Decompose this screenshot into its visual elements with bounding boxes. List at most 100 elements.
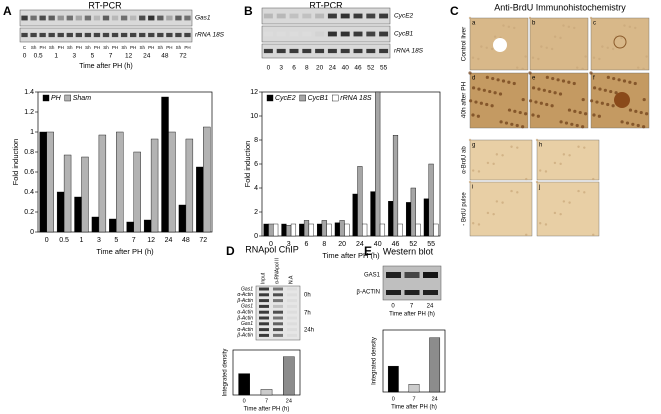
gel-band (287, 310, 297, 314)
cell (592, 177, 595, 181)
gel-band (84, 15, 92, 21)
x-tick-label: 5 (114, 237, 118, 244)
row-label: 40h after PH (461, 81, 468, 118)
cell (645, 112, 649, 116)
column-label: α-RNApol II (274, 258, 280, 284)
gel-band (75, 32, 83, 38)
cell (471, 86, 476, 90)
y-tick-label: 1.4 (24, 89, 34, 96)
time-label: 20 (316, 65, 324, 72)
cell (528, 71, 532, 75)
cell (538, 169, 542, 172)
cell (573, 26, 576, 30)
gel-band (287, 328, 297, 332)
bar (74, 196, 82, 233)
cell (535, 138, 539, 142)
y-tick-label: 1.2 (24, 109, 34, 116)
bar (308, 223, 314, 237)
cell (601, 45, 604, 48)
cell (537, 87, 541, 91)
y-tick-label: 12 (250, 89, 258, 96)
cell (499, 120, 503, 124)
time-label: 40 (342, 65, 350, 72)
x-tick-label: 40 (374, 241, 382, 248)
cell (480, 45, 483, 48)
micrograph (469, 72, 529, 129)
panel-title: Western blot (383, 246, 434, 256)
cell (485, 102, 489, 107)
blot-band (386, 272, 401, 278)
lane-label: PH (112, 45, 118, 50)
sub-label: c (593, 21, 596, 27)
bar (116, 131, 124, 233)
bar (126, 221, 134, 233)
row-label: GAS1 (364, 273, 381, 279)
bar (283, 356, 295, 396)
lane-label: PH (184, 45, 190, 50)
bar (379, 223, 386, 237)
cell (510, 189, 513, 193)
gel-strip (261, 7, 391, 25)
cell (617, 78, 621, 82)
row-label: β-Actin (236, 315, 253, 321)
micrograph (469, 181, 533, 237)
micrograph (536, 181, 600, 237)
lane-label: Sh (139, 45, 145, 50)
bar (273, 223, 279, 237)
row-label: β-ACTIN (357, 290, 380, 296)
cell (468, 16, 472, 20)
cell (642, 67, 645, 71)
gel-band (57, 32, 64, 38)
cell (477, 223, 481, 226)
gel-strip (261, 43, 391, 59)
cell (474, 100, 478, 104)
cell (606, 102, 610, 107)
panel-letter: B (244, 4, 253, 18)
cell (620, 120, 624, 124)
gel-band (259, 316, 269, 320)
vessel (493, 38, 507, 52)
bar (203, 126, 211, 233)
cell (521, 125, 525, 129)
gel-band (276, 31, 286, 37)
gel-band (315, 48, 325, 54)
cell (490, 47, 494, 51)
micrograph (536, 139, 600, 181)
cell (561, 79, 566, 83)
bar (410, 187, 416, 237)
bar (316, 223, 323, 237)
gel-label: CycE2 (394, 13, 414, 20)
time-label: 3 (279, 65, 283, 72)
column-label: N.A (288, 275, 294, 284)
blot-band (423, 272, 438, 278)
gel-band (157, 15, 164, 21)
gel-label: rRNA 18S (195, 32, 225, 39)
bar (415, 223, 421, 237)
bar (238, 373, 250, 396)
lane-label: Sh (31, 45, 37, 50)
gel-band (39, 32, 46, 38)
y-axis-title: Integrated density (372, 337, 378, 385)
gel-band (287, 287, 297, 291)
cell (578, 110, 582, 115)
cell (606, 46, 609, 49)
x-tick-label: 72 (199, 237, 207, 244)
cell (524, 55, 527, 58)
gel-band (353, 48, 363, 54)
time-label: 0 (23, 53, 27, 60)
gel-band (273, 310, 283, 314)
gel-band (259, 322, 269, 326)
cell (482, 88, 486, 92)
vessel (613, 35, 627, 49)
gel-band (302, 13, 312, 19)
cell (468, 71, 472, 75)
bar (81, 156, 89, 233)
cell (611, 104, 615, 108)
gel-band (366, 31, 376, 37)
x-tick-label: 12 (147, 237, 155, 244)
time-label: 8 (305, 65, 309, 72)
gel-band (263, 13, 273, 19)
gel-band (93, 15, 101, 21)
x-axis-title: Time after PH (h) (244, 407, 290, 413)
bar (357, 166, 363, 237)
